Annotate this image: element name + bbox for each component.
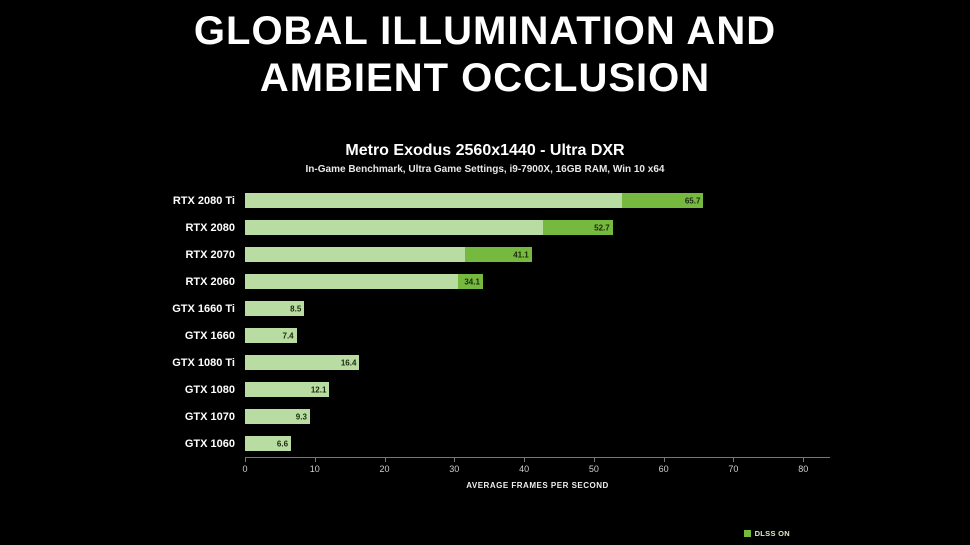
bar-value-label: 7.4: [282, 331, 294, 341]
bar-row: GTX 1080 12.1: [140, 376, 830, 403]
bar-track: 7.4: [245, 328, 830, 344]
gpu-label: GTX 1060: [184, 437, 235, 450]
bar-row: RTX 2080 Ti 65.7: [140, 187, 830, 214]
bar-segment-base: [245, 436, 292, 452]
bar-track: 12.1: [245, 382, 830, 398]
bar-segment-base: [245, 220, 543, 236]
bar-rows: RTX 2080 Ti 65.7 RTX 2080 52.7 RTX 2070 41.1 R…: [140, 187, 830, 457]
bar-segment-base: [245, 193, 622, 209]
gpu-label: RTX 2080 Ti: [172, 194, 235, 207]
bar-segment-dlss-on: [457, 274, 483, 290]
bar-segment-base: [245, 274, 458, 290]
bar-segment-base: [245, 355, 360, 371]
tick-label: 80: [798, 464, 809, 475]
chart-subtitle: In-Game Benchmark, Ultra Game Settings, …: [305, 164, 665, 176]
legend: DLSS ON: [743, 529, 790, 538]
bar-value-label: 65.7: [684, 196, 701, 206]
tick-mark: [803, 458, 805, 463]
tick-label: 20: [379, 464, 390, 475]
gpu-label: GTX 1070: [184, 410, 235, 423]
bar-row: GTX 1660 Ti 8.5: [140, 295, 830, 322]
tick-mark: [524, 458, 526, 463]
gpu-label: GTX 1080: [184, 383, 235, 396]
bar-value-label: 41.1: [513, 250, 529, 260]
gpu-label: GTX 1660: [184, 329, 235, 342]
chart-title: Metro Exodus 2560x1440 - Ultra DXR: [345, 142, 625, 160]
page-title: GLOBAL ILLUMINATION AND AMBIENT OCCLUSIO…: [0, 0, 970, 102]
bar-track: 65.7: [245, 193, 830, 209]
bar-value-label: 12.1: [310, 385, 327, 395]
bar-segment-base: [245, 301, 305, 317]
tick-label: 40: [519, 464, 530, 475]
bar-track: 16.4: [245, 355, 830, 371]
tick-label: 60: [658, 464, 669, 475]
bar-track: 34.1: [245, 274, 830, 290]
gpu-label: GTX 1660 Ti: [172, 302, 235, 315]
page-title-line2: AMBIENT OCCLUSION: [259, 56, 711, 101]
bar-segment-dlss-on: [465, 247, 532, 263]
tick-label: 70: [728, 464, 739, 475]
bar-value-label: 34.1: [464, 277, 480, 287]
gpu-label: RTX 2070: [185, 248, 235, 261]
bar-segment-base: [245, 382, 330, 398]
tick-mark: [384, 458, 386, 463]
x-axis: 0 10 20 30 40 50 60 70 80: [242, 457, 830, 477]
bar-row: RTX 2080 52.7: [140, 214, 830, 241]
bar-track: 6.6: [245, 436, 830, 452]
tick-label: 50: [588, 464, 599, 475]
bar-segment-dlss-on: [542, 220, 613, 236]
bar-segment-dlss-on: [621, 193, 704, 209]
bar-track: 52.7: [245, 220, 830, 236]
bar-row: GTX 1060 6.6: [140, 430, 830, 457]
bar-row: GTX 1660 7.4: [140, 322, 830, 349]
bar-value-label: 6.6: [276, 439, 289, 449]
tick-mark: [314, 458, 316, 463]
bar-segment-base: [245, 247, 466, 263]
bar-segment-base: [245, 328, 297, 344]
bar-row: RTX 2060 34.1: [140, 268, 830, 295]
tick-mark: [245, 458, 246, 463]
tick-label: 0: [242, 464, 248, 475]
gpu-label: RTX 2080: [185, 221, 235, 234]
tick-mark: [663, 458, 665, 463]
gpu-label: GTX 1080 Ti: [172, 356, 235, 369]
legend-swatch-dlss-on: [743, 530, 751, 537]
bar-value-label: 9.3: [295, 412, 307, 422]
bar-value-label: 8.5: [290, 304, 302, 314]
tick-mark: [593, 458, 595, 463]
page-title-line1: GLOBAL ILLUMINATION AND: [193, 9, 777, 53]
bar-value-label: 16.4: [340, 358, 357, 368]
bar-segment-base: [245, 409, 310, 425]
bar-value-label: 52.7: [594, 223, 610, 233]
bar-row: RTX 2070 41.1: [140, 241, 830, 268]
bar-row: GTX 1070 9.3: [140, 403, 830, 430]
tick-label: 10: [309, 464, 320, 475]
x-axis-label: AVERAGE FRAMES PER SECOND: [466, 481, 609, 491]
legend-label-dlss-on: DLSS ON: [754, 529, 790, 538]
bar-track: 41.1: [245, 247, 830, 263]
tick-mark: [454, 458, 456, 463]
tick-label: 30: [449, 464, 460, 475]
benchmark-chart: Metro Exodus 2560x1440 - Ultra DXR In-Ga…: [140, 142, 830, 490]
bar-track: 8.5: [245, 301, 830, 317]
bar-row: GTX 1080 Ti 16.4: [140, 349, 830, 376]
gpu-label: RTX 2060: [185, 275, 235, 288]
bar-track: 9.3: [245, 409, 830, 425]
tick-mark: [733, 458, 735, 463]
